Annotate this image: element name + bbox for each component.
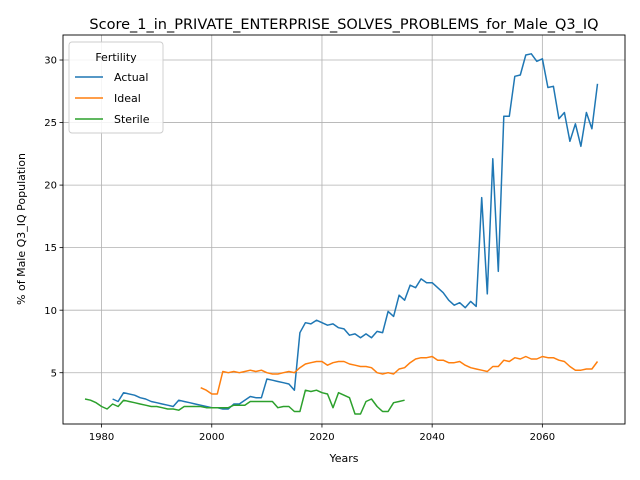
series-line-sterile [84,389,405,415]
legend-title: Fertility [95,51,137,64]
x-tick-label: 2000 [199,432,224,443]
x-tick-label: 2020 [309,432,334,443]
y-tick-label: 15 [44,243,57,254]
series-line-actual [112,53,599,410]
y-axis-label: % of Male Q3_IQ Population [15,153,28,305]
x-axis-ticks: 1980 2000 2020 2040 2060 [89,424,555,443]
x-tick-label: 2040 [419,432,444,443]
x-tick-label: 1980 [89,432,114,443]
x-tick-label: 2060 [530,432,555,443]
y-tick-label: 5 [51,368,57,379]
series-lines [84,53,599,415]
plot-frame [62,34,626,425]
series-line-ideal [200,355,599,395]
y-tick-label: 30 [44,56,57,67]
legend-box [68,41,164,134]
y-tick-label: 10 [44,306,57,317]
y-axis-ticks: 5 10 15 20 25 30 [44,56,63,379]
y-tick-label: 25 [44,118,57,129]
x-axis-label: Years [328,452,358,465]
legend-label-sterile: Sterile [114,113,150,126]
legend-label-ideal: Ideal [114,92,141,105]
legend: Fertility Actual Ideal Sterile [68,41,164,134]
legend-label-actual: Actual [114,71,148,84]
y-tick-label: 20 [44,181,57,192]
grid-lines [63,35,625,424]
chart-title: Score_1_in_PRIVATE_ENTERPRISE_SOLVES_PRO… [89,17,598,33]
